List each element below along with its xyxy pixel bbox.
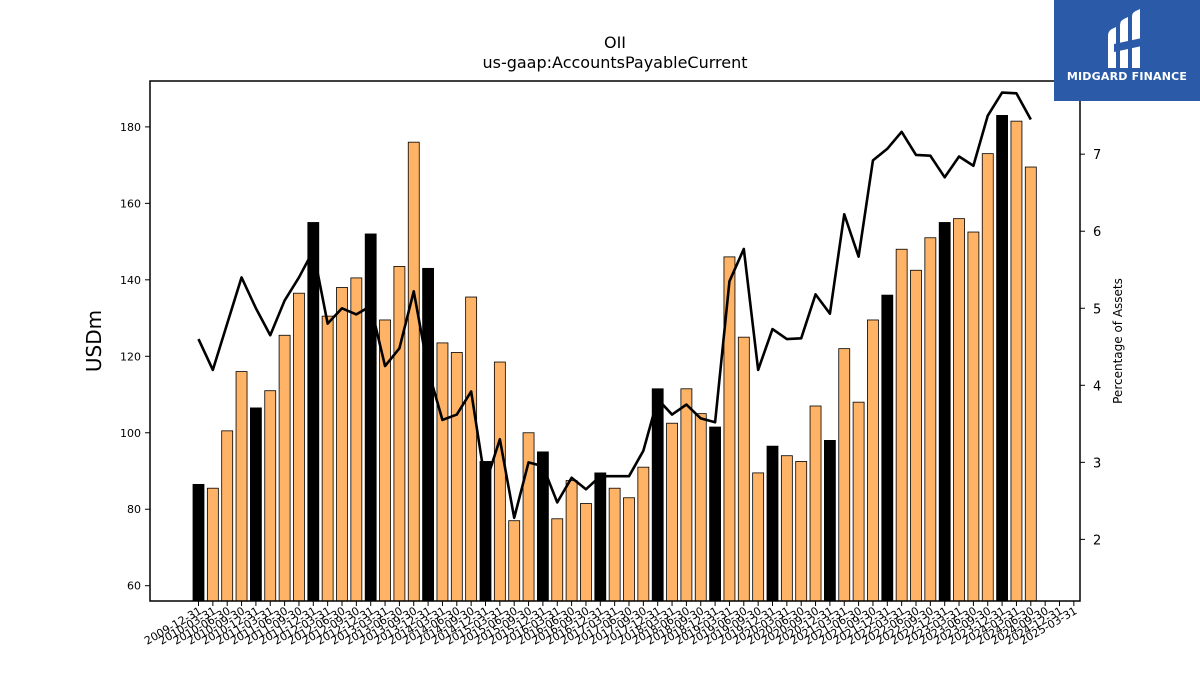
bar-2014-09-30 xyxy=(465,296,478,602)
y2-axis-label: Percentage of Assets xyxy=(1111,278,1125,404)
bar-2010-06-30 xyxy=(221,430,234,602)
y2-tick-label: 5 xyxy=(1093,302,1101,317)
bar-2022-12-31 xyxy=(938,222,951,602)
bar-2024-03-31 xyxy=(1010,120,1023,602)
bar-2021-12-31 xyxy=(881,294,894,602)
bar-2023-06-30 xyxy=(967,231,980,602)
bar-2018-12-31 xyxy=(709,426,721,602)
bar-2016-09-30 xyxy=(580,503,592,602)
bar-2013-06-30 xyxy=(393,266,406,602)
bar-2018-09-30 xyxy=(694,413,707,602)
y2-tick-label: 6 xyxy=(1093,225,1101,240)
bar-2019-12-31 xyxy=(766,445,779,602)
bar-2024-06-30 xyxy=(1024,166,1037,602)
bar-2015-03-31 xyxy=(493,361,506,602)
bar-2021-06-30 xyxy=(852,401,865,602)
bar-2012-09-30 xyxy=(350,277,363,602)
bar-2009-12-31 xyxy=(192,483,205,602)
bar-2019-06-30 xyxy=(737,336,750,602)
bar-2023-12-31 xyxy=(996,115,1008,602)
bar-2020-06-30 xyxy=(795,461,808,602)
bar-2015-06-30 xyxy=(508,520,521,602)
y2-tick-label: 4 xyxy=(1093,379,1101,394)
bar-series xyxy=(192,115,1037,602)
y-axis-right: 2 3 4 5 6 7 xyxy=(1080,148,1101,548)
bar-2018-03-31 xyxy=(666,422,678,602)
y-tick-label: 180 xyxy=(120,121,141,134)
brand-name: MIDGARD FINANCE xyxy=(1066,70,1188,83)
bar-2010-03-31 xyxy=(206,487,219,602)
bar-2019-09-30 xyxy=(752,472,765,602)
bar-2023-03-31 xyxy=(953,218,965,602)
bar-2017-09-30 xyxy=(637,466,650,602)
brand-logo: MIDGARD FINANCE xyxy=(1054,0,1200,101)
bar-2016-06-30 xyxy=(565,480,578,602)
bar-2013-12-31 xyxy=(422,267,435,602)
bar-2020-09-30 xyxy=(809,405,822,602)
bar-2023-09-30 xyxy=(981,153,994,602)
line-series xyxy=(197,91,1032,520)
bar-2022-06-30 xyxy=(910,269,922,602)
bar-2017-06-30 xyxy=(623,497,635,602)
chart-title: OII xyxy=(604,33,626,52)
bar-2013-09-30 xyxy=(407,141,420,602)
bar-2020-12-31 xyxy=(824,440,836,602)
bar-2010-09-30 xyxy=(235,371,248,602)
chart-subtitle: us-gaap:AccountsPayableCurrent xyxy=(482,53,747,72)
y-tick-label: 80 xyxy=(127,503,141,516)
y2-tick-label: 7 xyxy=(1093,148,1101,163)
bar-2011-09-30 xyxy=(293,292,305,602)
y-tick-label: 140 xyxy=(120,274,141,287)
y-tick-label: 100 xyxy=(120,427,141,440)
bar-2020-03-31 xyxy=(780,455,793,602)
bar-2014-06-30 xyxy=(450,352,463,602)
bar-2021-03-31 xyxy=(838,348,851,602)
y2-tick-label: 3 xyxy=(1093,456,1101,471)
bar-2015-09-30 xyxy=(522,432,535,602)
bar-2012-03-31 xyxy=(321,315,334,602)
y-tick-label: 120 xyxy=(120,350,141,363)
bar-2012-12-31 xyxy=(364,233,377,602)
bar-2021-09-30 xyxy=(867,319,879,602)
bar-2011-12-31 xyxy=(307,222,320,602)
bar-2011-06-30 xyxy=(278,334,291,602)
y-axis-label: USDm xyxy=(82,310,106,372)
bar-2014-03-31 xyxy=(436,342,449,602)
bar-2010-12-31 xyxy=(249,407,262,602)
midgard-logo-icon xyxy=(1108,9,1142,68)
percentage-of-assets-line xyxy=(197,91,1032,520)
bar-2012-06-30 xyxy=(336,287,348,602)
bar-2011-03-31 xyxy=(264,390,277,602)
bar-2016-03-31 xyxy=(551,518,564,602)
bar-2022-03-31 xyxy=(895,248,908,602)
y-axis-left: 60 80 100 120 140 160 180 xyxy=(120,121,150,593)
bar-2018-06-30 xyxy=(680,388,693,602)
y2-tick-label: 2 xyxy=(1093,533,1101,548)
y-tick-label: 160 xyxy=(120,197,141,210)
bar-2022-09-30 xyxy=(924,237,937,602)
bar-2016-12-31 xyxy=(594,472,607,602)
x-axis: 2009-12-312010-03-312010-06-302010-09-30… xyxy=(142,601,1079,648)
bar-2017-12-31 xyxy=(651,388,664,602)
bar-2017-03-31 xyxy=(608,487,621,602)
y-tick-label: 60 xyxy=(127,580,141,593)
